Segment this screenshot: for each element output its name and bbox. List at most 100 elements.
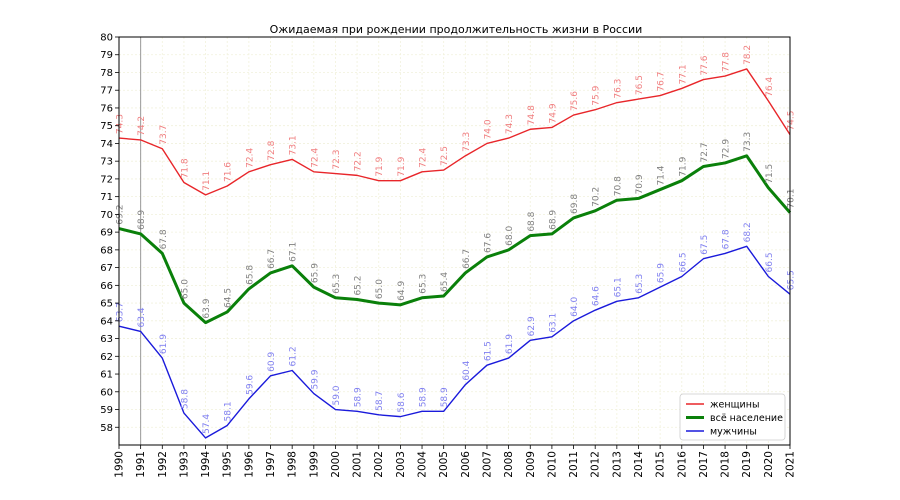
x-tick-label: 2019 (741, 451, 753, 478)
data-label: 74.3 (505, 114, 515, 134)
data-label: 76.5 (635, 75, 645, 95)
data-label: 74.8 (527, 105, 537, 125)
x-tick-label: 2001 (352, 451, 364, 478)
data-label: 67.8 (159, 229, 169, 249)
x-tick-label: 2013 (611, 451, 623, 478)
data-label: 65.3 (419, 274, 429, 294)
data-label: 74.0 (483, 119, 493, 139)
data-label: 67.5 (700, 235, 710, 255)
data-label: 69.8 (570, 194, 580, 214)
data-label: 66.7 (462, 249, 472, 269)
data-label: 63.4 (137, 307, 147, 327)
y-tick-label: 78 (100, 68, 113, 79)
y-tick-label: 60 (100, 387, 113, 398)
x-tick-label: 2012 (590, 451, 602, 478)
data-label: 73.3 (462, 132, 472, 152)
x-tick-label: 1997 (265, 451, 277, 478)
data-label: 65.8 (245, 265, 255, 285)
x-tick-label: 2021 (785, 451, 797, 478)
y-tick-label: 61 (100, 370, 113, 381)
plot-frame (118, 36, 791, 446)
y-tick-label: 72 (100, 174, 113, 185)
data-labels-layer: 74.3 74.2 73.7 71.8 71.1 71.6 72.4 72.8 73.1 72.4… (116, 45, 797, 434)
x-tick-label: 2004 (417, 451, 429, 478)
x-tick-label: 2016 (676, 451, 688, 478)
x-tick-label: 2015 (655, 451, 667, 478)
data-label: 60.4 (462, 360, 472, 380)
x-tick-label: 2020 (763, 451, 775, 478)
data-label: 59.9 (310, 369, 320, 389)
y-tick-label: 75 (100, 121, 113, 132)
data-label: 62.9 (527, 316, 537, 336)
x-tick-label: 2018 (720, 451, 732, 478)
data-label: 58.9 (419, 387, 429, 407)
data-label: 70.1 (787, 189, 797, 209)
x-tick-label: 1991 (135, 451, 147, 478)
data-label: 74.9 (548, 103, 558, 123)
data-label: 68.9 (137, 210, 147, 230)
data-label: 71.8 (180, 158, 190, 178)
y-tick-label: 80 (100, 33, 113, 44)
data-label: 65.9 (310, 263, 320, 283)
data-label: 58.7 (375, 391, 385, 411)
y-tick-label: 66 (100, 281, 113, 292)
y-tick-label: 65 (100, 299, 113, 310)
data-label: 71.6 (224, 162, 234, 182)
data-label: 61.9 (505, 334, 515, 354)
data-label: 63.1 (548, 313, 558, 333)
data-label: 67.1 (289, 242, 299, 262)
x-tick-label: 2002 (373, 451, 385, 478)
x-tick-label: 2007 (481, 451, 493, 478)
y-tick-label: 69 (100, 228, 113, 239)
y-tick-label: 58 (100, 423, 113, 434)
grid (118, 36, 791, 445)
data-label: 67.6 (483, 233, 493, 253)
legend-label: всё население (710, 413, 783, 424)
x-tick-label: 1992 (157, 451, 169, 478)
data-label: 72.2 (354, 151, 364, 171)
data-label: 66.5 (678, 252, 688, 272)
data-label: 71.4 (657, 165, 667, 185)
x-tick-label: 1999 (308, 451, 320, 478)
data-label: 70.2 (592, 187, 602, 207)
data-label: 72.5 (440, 146, 450, 166)
data-label: 78.2 (743, 45, 753, 65)
data-label: 65.0 (375, 279, 385, 299)
data-label: 74.2 (137, 116, 147, 136)
data-label: 77.8 (722, 52, 732, 72)
data-label: 65.2 (354, 275, 364, 295)
data-label: 59.0 (332, 385, 342, 405)
legend-box (679, 393, 786, 441)
data-label: 68.9 (548, 210, 558, 230)
data-label: 65.3 (332, 274, 342, 294)
x-tick-label: 2000 (330, 451, 342, 478)
data-label: 58.9 (440, 387, 450, 407)
data-label: 70.8 (613, 176, 623, 196)
data-label: 75.9 (592, 85, 602, 105)
data-label: 64.0 (570, 297, 580, 317)
data-label: 72.7 (700, 142, 710, 162)
data-label: 65.5 (787, 270, 797, 290)
x-tick-label: 2008 (503, 451, 515, 478)
data-label: 58.8 (180, 389, 190, 409)
data-label: 57.4 (202, 414, 212, 434)
data-label: 66.7 (267, 249, 277, 269)
y-tick-label: 79 (100, 50, 113, 61)
y-tick-label: 71 (100, 192, 113, 203)
data-label: 71.5 (765, 164, 775, 184)
x-tick-label: 2009 (525, 451, 537, 478)
data-label: 72.3 (332, 150, 342, 170)
y-tick-label: 62 (100, 352, 113, 363)
data-label: 71.9 (375, 156, 385, 176)
series-line-2 (118, 245, 791, 439)
x-tick-label: 2014 (633, 451, 645, 478)
y-tick-label: 64 (100, 316, 113, 327)
x-tick-label: 2017 (698, 451, 710, 478)
y-tick-label: 63 (100, 334, 113, 345)
data-label: 60.9 (267, 352, 277, 372)
data-label: 68.8 (527, 211, 537, 231)
data-label: 58.6 (397, 392, 407, 412)
data-label: 64.6 (592, 286, 602, 306)
data-label: 65.9 (657, 263, 667, 283)
data-label: 68.0 (505, 226, 515, 246)
